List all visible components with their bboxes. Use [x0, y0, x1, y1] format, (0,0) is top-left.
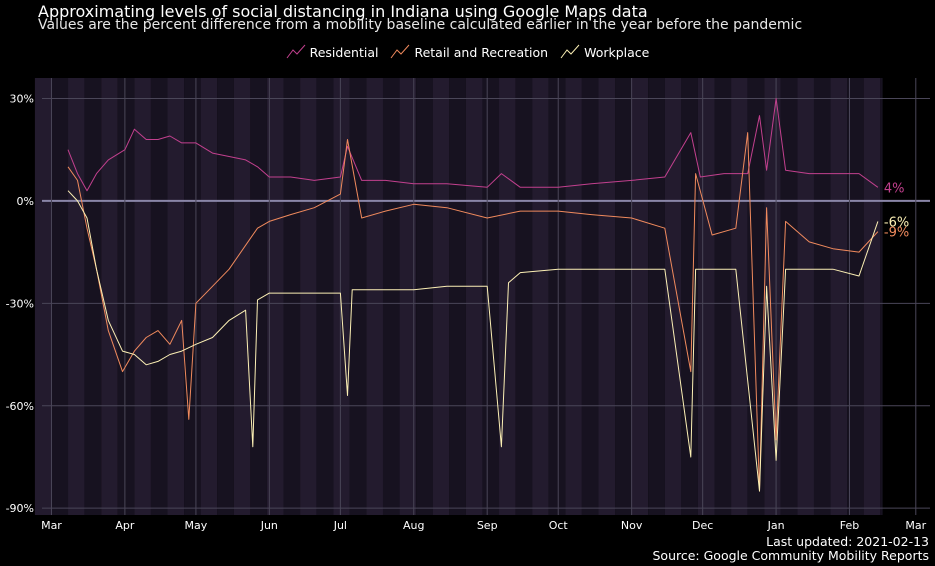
x-tick-label: Mar: [905, 519, 926, 532]
source-note: Source: Google Community Mobility Report…: [652, 548, 930, 563]
series-lines: [67, 98, 879, 492]
x-tick-label: Sep: [477, 519, 498, 532]
x-tick-label: Aug: [403, 519, 424, 532]
end-label-retail-and-recreation: -9%: [884, 226, 909, 241]
week-band: [382, 78, 400, 515]
week-band: [432, 78, 450, 515]
week-band: [615, 78, 632, 515]
week-band: [68, 78, 85, 515]
week-band: [515, 78, 533, 515]
legend-item-workplace: Workplace: [560, 44, 649, 60]
x-axis-labels: Mar Apr May Jun Jul Aug Sep Oct Nov Dec Jan Feb Mar: [41, 519, 927, 532]
week-band: [366, 78, 383, 515]
week-band: [84, 78, 102, 515]
end-label-residential: 4%: [884, 181, 905, 196]
x-tick-label: Jul: [333, 519, 347, 532]
week-band: [863, 78, 881, 515]
week-band: [830, 78, 848, 515]
week-band: [416, 78, 433, 515]
x-tick-label: Nov: [621, 519, 643, 532]
gridlines: [42, 78, 930, 515]
legend-item-retail: Retail and Recreation: [390, 44, 548, 60]
week-band: [217, 78, 234, 515]
legend-item-residential: Residential: [286, 44, 379, 60]
legend-label-residential: Residential: [309, 44, 379, 60]
legend-key-retail: [391, 44, 410, 59]
y-tick-label: 30%: [10, 92, 34, 105]
y-tick-label: 0%: [17, 195, 34, 208]
week-band: [714, 78, 732, 515]
end-label-workplace: -6%: [884, 215, 909, 230]
week-band: [250, 78, 267, 515]
week-band: [598, 78, 616, 515]
week-band: [747, 78, 765, 515]
week-band: [449, 78, 466, 515]
week-band: [283, 78, 301, 515]
week-band: [51, 78, 69, 515]
legend: Residential Retail and Recreation Workpl…: [0, 44, 935, 63]
week-band: [117, 78, 135, 515]
legend-key-workplace: [560, 44, 580, 59]
week-band: [134, 78, 151, 515]
y-axis-labels: 30% 0% -30% -60% -90%: [6, 92, 34, 515]
legend-key-residential: [286, 44, 305, 59]
week-band: [34, 78, 52, 515]
week-band: [880, 78, 883, 515]
week-band: [697, 78, 715, 515]
week-band: [184, 78, 201, 515]
week-band: [664, 78, 682, 515]
series-line-residential: [67, 98, 879, 192]
week-band: [167, 78, 185, 515]
week-band: [731, 78, 748, 515]
x-tick-label: May: [185, 519, 208, 532]
week-band: [499, 78, 516, 515]
x-tick-label: Dec: [692, 519, 713, 532]
week-band: [548, 78, 566, 515]
week-band: [233, 78, 251, 515]
week-band: [482, 78, 500, 515]
series-line-retail-and-recreation: [67, 132, 879, 492]
chart-title: Approximating levels of social distancin…: [38, 2, 648, 21]
last-updated: Last updated: 2021-02-13: [766, 534, 929, 549]
week-band: [532, 78, 549, 515]
week-band: [300, 78, 317, 515]
week-band: [780, 78, 798, 515]
legend-label-retail: Retail and Recreation: [414, 44, 549, 60]
y-tick-label: -90%: [6, 502, 34, 515]
y-tick-label: -60%: [6, 400, 34, 413]
week-band: [150, 78, 168, 515]
week-band: [565, 78, 582, 515]
x-tick-label: Feb: [840, 519, 859, 532]
x-tick-label: Oct: [549, 519, 569, 532]
week-band: [581, 78, 599, 515]
week-band: [465, 78, 483, 515]
end-labels: 4% -9%-6%: [884, 181, 909, 240]
week-band: [316, 78, 334, 515]
week-band: [101, 78, 118, 515]
x-tick-label: Mar: [41, 519, 62, 532]
series-line-workplace: [67, 190, 879, 492]
legend-label-workplace: Workplace: [584, 44, 650, 60]
x-tick-label: Apr: [115, 519, 135, 532]
week-band: [631, 78, 649, 515]
x-tick-label: Jun: [260, 519, 278, 532]
chart-subtitle: Values are the percent difference from a…: [38, 17, 803, 33]
week-band: [648, 78, 665, 515]
week-band: [797, 78, 814, 515]
x-tick-label: Jan: [767, 519, 785, 532]
week-band: [813, 78, 831, 515]
y-tick-label: -30%: [6, 297, 34, 310]
